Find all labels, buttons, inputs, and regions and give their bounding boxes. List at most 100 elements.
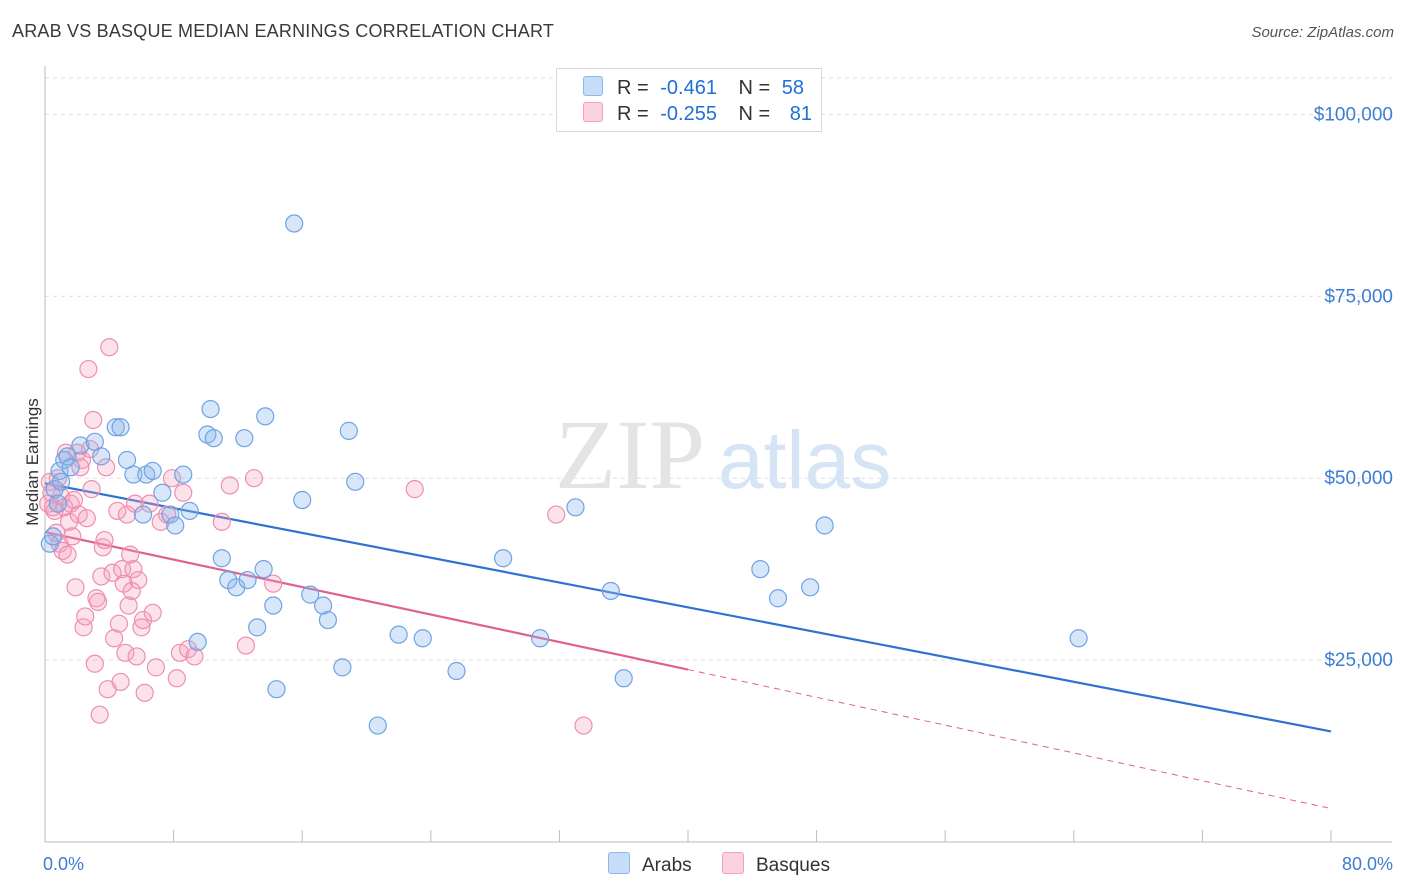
arab-point xyxy=(92,447,111,466)
basque-point xyxy=(96,458,116,477)
basques-swatch xyxy=(583,102,603,122)
basque-point xyxy=(127,647,146,666)
r-label: R = xyxy=(617,77,649,99)
trend-line-basques xyxy=(687,669,1332,810)
tick-labels: $25,000 $50,000 $75,000 $100,000 0.0% 80.0% xyxy=(43,104,1393,874)
basque-point xyxy=(60,512,79,531)
arab-point xyxy=(143,461,162,481)
arab-point xyxy=(751,560,770,579)
basque-point xyxy=(90,705,109,724)
arab-point xyxy=(124,465,143,484)
arab-point xyxy=(368,716,387,735)
basque-point xyxy=(405,480,424,499)
watermark-atlas: atlas xyxy=(718,415,891,506)
r-value: -0.255 xyxy=(660,103,717,125)
basque-point xyxy=(85,654,104,673)
basque-point xyxy=(236,636,256,655)
arab-point xyxy=(339,421,358,440)
basque-point xyxy=(167,669,186,688)
arab-point xyxy=(204,429,223,448)
arab-point xyxy=(161,505,180,524)
arab-point xyxy=(285,214,304,233)
basque-point xyxy=(178,640,198,659)
basque-point xyxy=(100,338,119,357)
arab-point xyxy=(264,596,283,615)
arab-point xyxy=(153,483,172,502)
arab-point xyxy=(212,549,231,568)
basque-point xyxy=(140,494,159,513)
basque-point xyxy=(264,574,283,593)
basque-point xyxy=(77,509,96,528)
basque-point xyxy=(108,501,127,521)
arab-point xyxy=(494,549,513,568)
basque-point xyxy=(84,410,103,430)
basque-point xyxy=(95,530,114,550)
basque-point xyxy=(63,527,82,546)
arab-point xyxy=(45,480,64,499)
arab-point xyxy=(531,629,550,648)
r-label: R = xyxy=(617,103,649,125)
basque-point xyxy=(71,458,90,477)
arab-point xyxy=(238,570,257,590)
stats-row-arabs: R = -0.461 N = 58 xyxy=(583,76,804,102)
trend-line-basques xyxy=(44,530,689,671)
arab-point xyxy=(43,527,63,546)
basque-point xyxy=(111,672,130,692)
arab-point xyxy=(111,418,130,437)
basque-point xyxy=(119,596,138,615)
basque-point xyxy=(124,560,143,579)
basques-legend-swatch xyxy=(722,852,744,874)
axes xyxy=(44,66,1392,843)
trend-lines xyxy=(44,482,1332,810)
basque-point xyxy=(93,538,112,557)
trend-line-arabs xyxy=(44,482,1332,733)
legend-label-basques: Basques xyxy=(756,855,830,876)
arab-point xyxy=(333,658,352,677)
legend-label-arabs: Arabs xyxy=(642,855,692,876)
basque-point xyxy=(146,658,166,677)
basque-point xyxy=(185,647,204,666)
arab-point xyxy=(801,578,820,597)
arab-point xyxy=(815,516,834,535)
arab-point xyxy=(566,498,585,517)
arab-point xyxy=(267,680,286,699)
arab-point xyxy=(235,429,254,448)
arabs-swatch xyxy=(583,76,603,96)
stats-row-basques: R = -0.255 N = 81 xyxy=(583,102,812,128)
arab-point xyxy=(768,589,788,608)
chart-title: ARAB VS BASQUE MEDIAN EARNINGS CORRELATI… xyxy=(12,21,555,41)
y-tick-label: $100,000 xyxy=(1314,104,1393,125)
n-value: 81 xyxy=(789,103,813,125)
arab-point xyxy=(166,516,185,535)
arab-point xyxy=(71,436,90,455)
legend-item-arabs[interactable]: Arabs xyxy=(608,852,692,877)
arab-point xyxy=(346,472,365,491)
arab-point xyxy=(188,632,207,652)
y-tick-label: $50,000 xyxy=(1324,468,1393,489)
basque-point xyxy=(58,545,77,564)
basque-point xyxy=(103,563,122,582)
basque-point xyxy=(129,570,148,590)
basque-point xyxy=(122,581,141,601)
arab-point xyxy=(601,581,620,601)
legend-item-basques[interactable]: Basques xyxy=(722,852,830,877)
n-label: N = xyxy=(738,103,771,125)
arab-point xyxy=(51,472,71,491)
arab-point xyxy=(293,490,312,510)
arab-point xyxy=(256,407,275,426)
source-label: Source: ZipAtlas.com xyxy=(1251,24,1394,41)
arab-point xyxy=(413,629,432,648)
basque-point xyxy=(244,469,264,488)
basque-point xyxy=(135,683,154,702)
basque-point xyxy=(92,567,111,586)
watermark: ZIP atlas xyxy=(555,399,891,510)
basque-point xyxy=(133,610,153,630)
basque-point xyxy=(82,480,101,499)
stats-legend: R = -0.461 N = 58 R = -0.255 N = 81 xyxy=(556,68,822,132)
n-label: N = xyxy=(738,77,771,99)
arab-point xyxy=(389,625,408,644)
arab-point xyxy=(614,669,633,688)
arab-point xyxy=(201,399,220,419)
arab-point xyxy=(1069,629,1088,648)
